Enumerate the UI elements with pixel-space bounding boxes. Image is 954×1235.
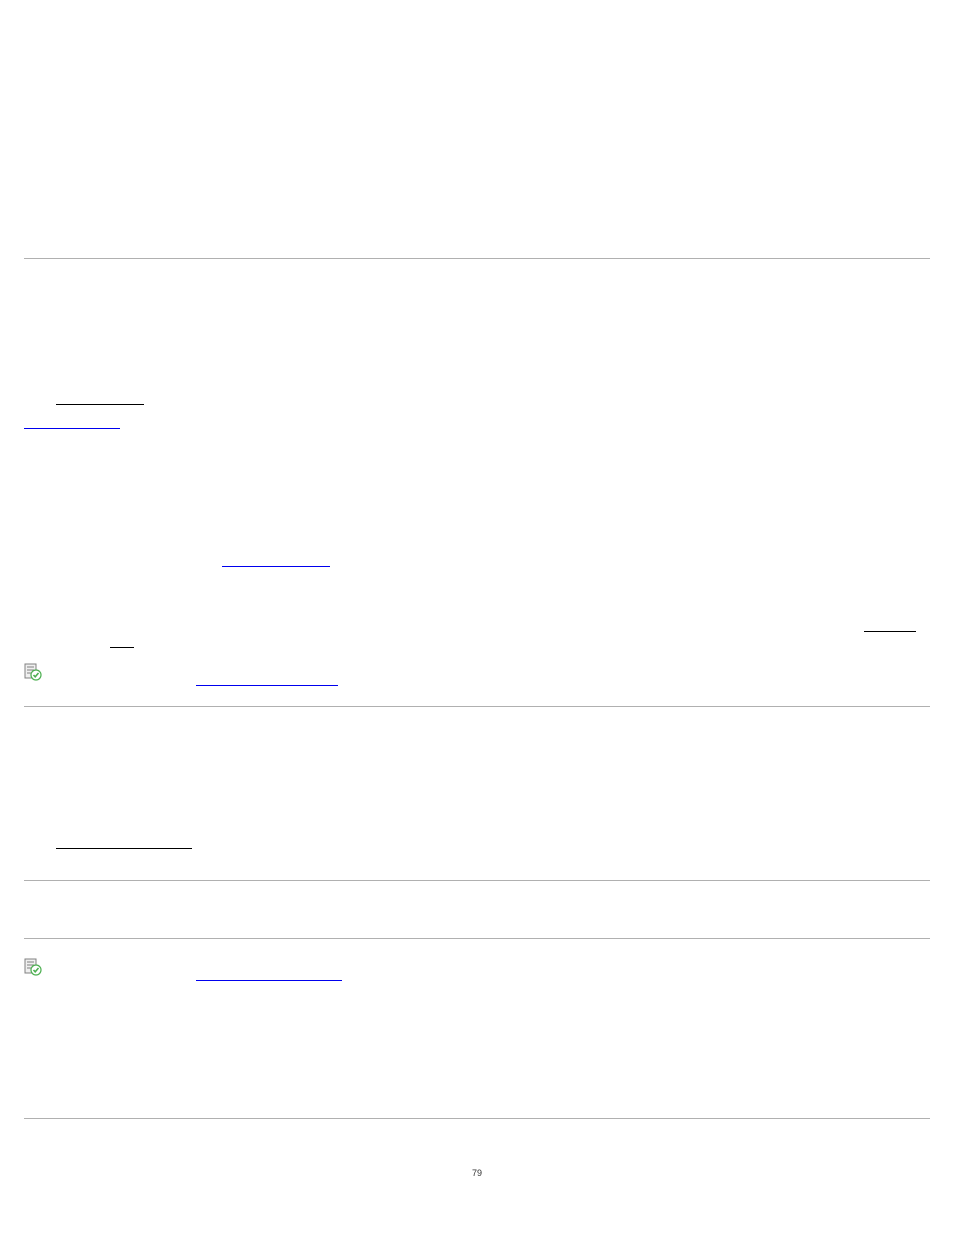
checklist-icon <box>24 958 42 981</box>
link-1a[interactable]: link-a <box>56 392 144 405</box>
divider-3 <box>24 880 930 881</box>
divider-4 <box>24 938 930 939</box>
page-number: 79 <box>0 1168 954 1178</box>
checklist-icon <box>24 663 42 686</box>
divider-5 <box>24 1118 930 1119</box>
link-4[interactable]: link-d <box>196 673 338 686</box>
link-block-3-right: right <box>864 615 916 633</box>
link-block-1: link-a <box>56 388 144 406</box>
divider-1 <box>24 258 930 259</box>
icon-row-1: link-d <box>24 663 338 686</box>
link-3a[interactable]: right <box>864 619 916 632</box>
heading-link[interactable]: heading <box>56 834 192 849</box>
link-block-1b: link-b <box>24 412 120 430</box>
heading-block: heading <box>56 832 192 850</box>
icon-row-2: link-e <box>24 958 342 981</box>
link-1b[interactable]: link-b <box>24 416 120 429</box>
link-6[interactable]: link-e <box>196 968 342 981</box>
link-block-3-left: left <box>110 631 134 649</box>
link-2[interactable]: link-c <box>222 554 330 567</box>
link-3b[interactable]: left <box>110 635 134 648</box>
link-block-2: link-c <box>222 550 330 568</box>
divider-2 <box>24 706 930 707</box>
